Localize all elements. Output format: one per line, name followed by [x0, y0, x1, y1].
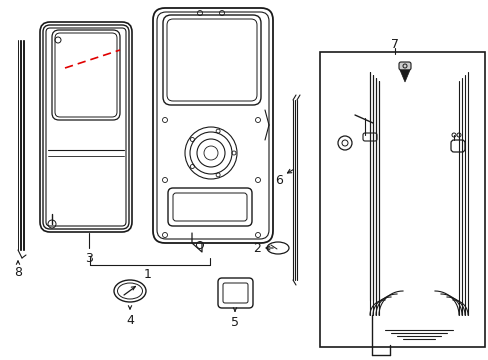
- FancyBboxPatch shape: [398, 62, 410, 70]
- Text: 7: 7: [390, 37, 398, 50]
- Text: 4: 4: [126, 314, 134, 327]
- Text: 3: 3: [85, 252, 93, 265]
- Text: 8: 8: [14, 266, 22, 279]
- Text: 1: 1: [144, 269, 152, 282]
- Text: 5: 5: [230, 316, 239, 329]
- Text: 6: 6: [274, 174, 283, 186]
- Text: 2: 2: [253, 242, 261, 255]
- Polygon shape: [399, 70, 409, 82]
- Bar: [319, 52, 484, 347]
